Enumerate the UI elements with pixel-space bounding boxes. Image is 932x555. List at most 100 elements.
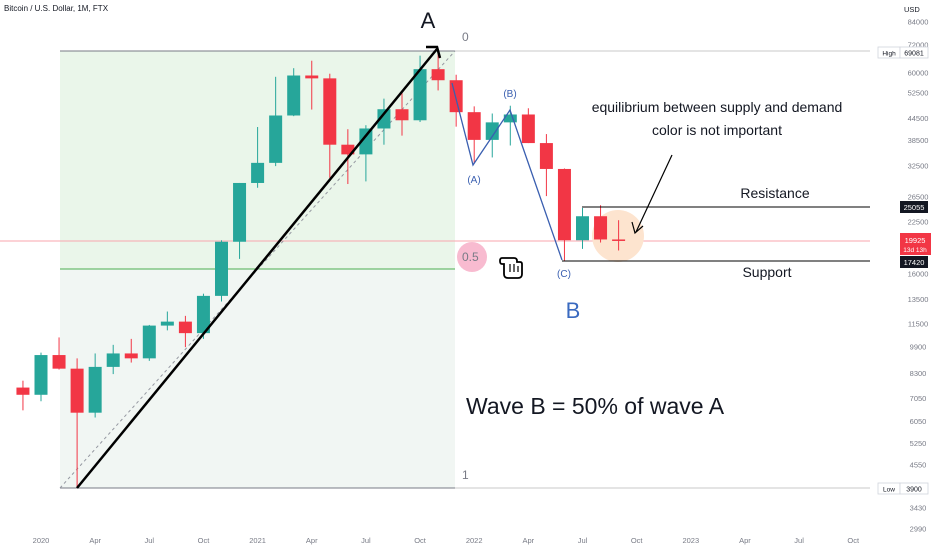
candle <box>160 311 174 331</box>
x-tick-label: Oct <box>847 536 860 545</box>
wave-b-label: B <box>566 298 581 323</box>
candle <box>395 91 409 136</box>
candle-body <box>467 112 481 140</box>
candle <box>539 134 553 197</box>
pointing-hand-icon <box>499 257 523 279</box>
candle <box>413 55 427 123</box>
high-badge: High 69081 <box>877 46 929 59</box>
candle <box>196 293 210 339</box>
x-tick-label: 2022 <box>466 536 483 545</box>
wave-b-path <box>451 82 563 261</box>
x-tick-label: Oct <box>198 536 211 545</box>
last-price-badge: 19925 13d 13h <box>900 233 931 255</box>
support-label: Support <box>742 264 791 280</box>
y-tick-label: 22500 <box>908 218 929 227</box>
candle <box>251 127 265 188</box>
y-tick-label: 13500 <box>908 295 929 304</box>
currency-label: USD <box>904 5 920 14</box>
y-tick-label: 11500 <box>908 320 928 329</box>
candle-body <box>576 216 589 241</box>
candle-body <box>521 114 535 144</box>
low-badge-value: 3900 <box>906 487 922 494</box>
candle-body <box>52 355 66 369</box>
support-badge: 17420 <box>900 256 928 268</box>
y-tick-label: 60000 <box>908 68 929 77</box>
candle-body <box>251 162 265 183</box>
candle <box>16 380 30 411</box>
low-badge-label: Low <box>883 487 895 494</box>
candle-body <box>70 368 84 413</box>
wave-a-sub-label: (A) <box>467 175 480 186</box>
x-tick-label: Jul <box>794 536 804 545</box>
candle <box>323 73 337 178</box>
candle <box>594 205 608 243</box>
candle-body <box>196 295 210 334</box>
x-tick-label: Jul <box>578 536 588 545</box>
y-tick-label: 3430 <box>910 504 927 513</box>
candles-group <box>16 51 626 488</box>
candle <box>576 207 589 249</box>
candle-body <box>341 144 355 155</box>
x-tick-label: 2021 <box>249 536 266 545</box>
high-badge-label: High <box>882 51 896 58</box>
candle-body <box>142 325 156 359</box>
y-tick-label: 4550 <box>910 461 927 470</box>
y-tick-label: 7050 <box>910 394 927 403</box>
y-tick-label: 84000 <box>908 17 929 26</box>
candle-body <box>612 239 626 241</box>
candle-body <box>539 143 553 169</box>
candle <box>521 108 535 144</box>
candle <box>467 106 481 164</box>
wave-a-arrowhead <box>426 45 442 59</box>
x-tick-label: Jul <box>361 536 371 545</box>
candle <box>287 68 301 117</box>
candle-body <box>16 387 30 395</box>
y-tick-label: 44500 <box>908 114 929 123</box>
candle-body <box>160 321 174 326</box>
candle-body <box>323 78 337 145</box>
candle-body <box>557 168 571 241</box>
resistance-label: Resistance <box>740 185 809 201</box>
candle <box>178 315 192 348</box>
candle <box>106 344 120 375</box>
resistance-badge: 25055 <box>900 201 928 213</box>
candle-body <box>34 355 48 395</box>
wave-a-line <box>76 48 438 489</box>
candle-body <box>449 80 463 113</box>
symbol-title: Bitcoin / U.S. Dollar, 1M, FTX <box>4 4 109 13</box>
high-badge-value: 69081 <box>904 51 924 58</box>
y-tick-label: 2990 <box>910 524 927 533</box>
candle-body <box>88 366 102 413</box>
fib-05-highlight <box>457 242 487 272</box>
candle <box>34 352 48 402</box>
wave-c-sub-label: (C) <box>557 269 571 280</box>
candle <box>305 60 319 110</box>
candle <box>70 358 84 488</box>
wave-b-sub-label: (B) <box>503 89 516 100</box>
y-tick-label: 5250 <box>910 439 927 448</box>
candle-body <box>233 182 247 242</box>
last-price-value: 19925 <box>905 236 926 245</box>
y-tick-label: 26500 <box>908 193 929 202</box>
fib-zone-lower <box>60 269 455 488</box>
x-tick-label: Apr <box>523 536 535 545</box>
candle <box>142 324 156 361</box>
y-tick-label: 8300 <box>910 369 927 378</box>
low-badge: Low 3900 <box>877 482 929 495</box>
candle <box>377 98 391 145</box>
resistance-badge-value: 25055 <box>904 203 925 212</box>
y-tick-label: 38500 <box>908 136 929 145</box>
candle-body <box>178 321 192 334</box>
candle-body <box>124 353 138 359</box>
candle-body <box>215 241 228 296</box>
y-tick-label: 52500 <box>908 89 929 98</box>
x-tick-label: 2020 <box>33 536 50 545</box>
wave-statement: Wave B = 50% of wave A <box>466 393 725 419</box>
x-tick-label: Jul <box>145 536 155 545</box>
x-tick-label: Apr <box>89 536 101 545</box>
note-arrow-head <box>631 221 644 235</box>
x-tick-label: Oct <box>414 536 427 545</box>
candle-body <box>485 122 499 140</box>
y-tick-label: 32500 <box>908 162 929 171</box>
